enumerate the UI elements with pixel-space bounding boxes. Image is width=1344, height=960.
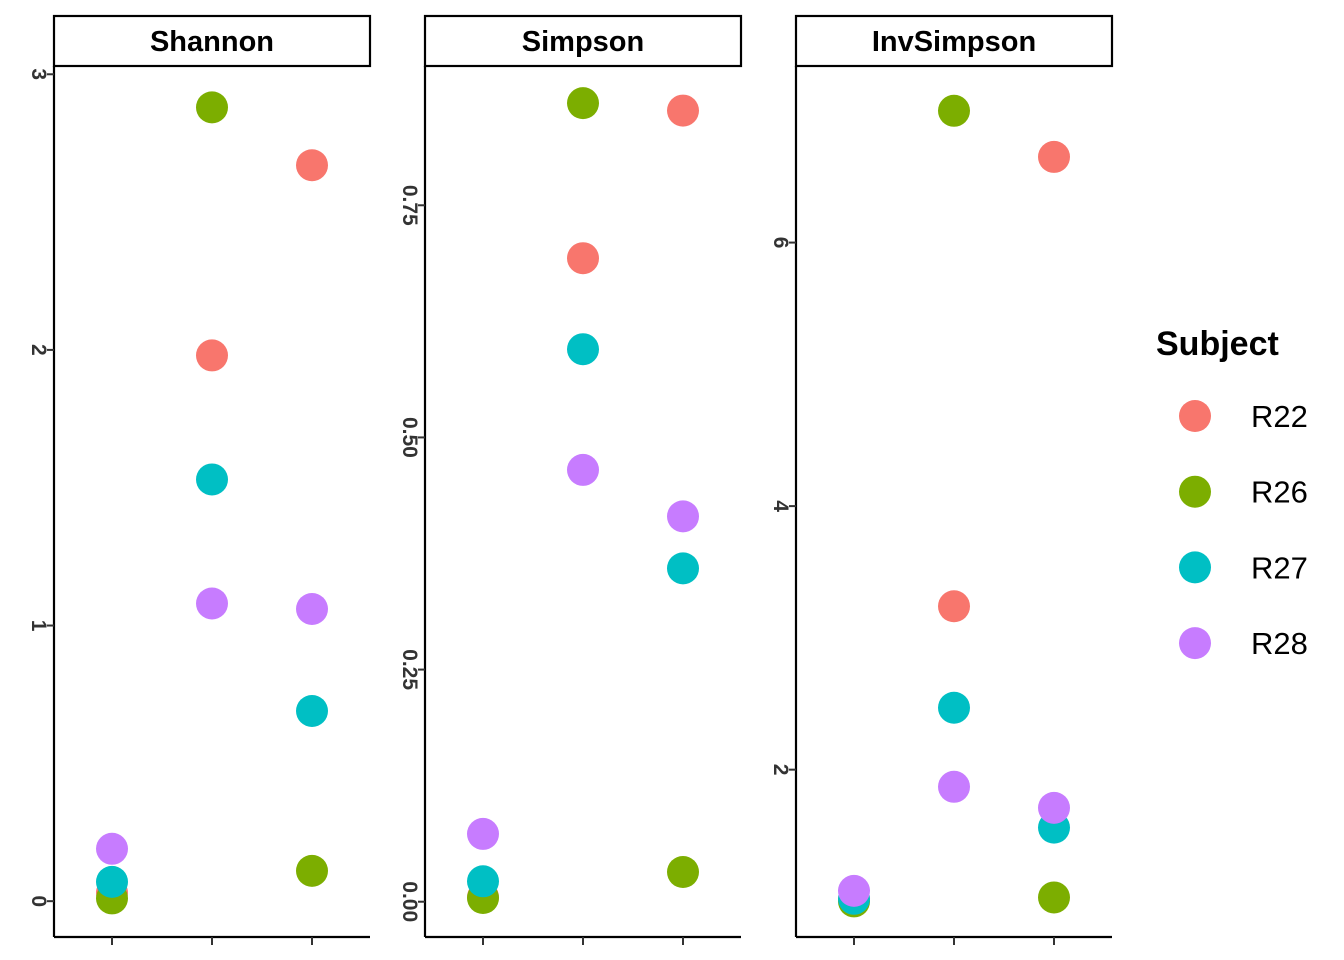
- point-invsimpson-r27-x2: [938, 691, 970, 724]
- point-shannon-r27-x2: [196, 463, 228, 496]
- point-shannon-r26-x2: [196, 91, 228, 124]
- point-invsimpson-r28-x1: [838, 874, 870, 907]
- point-simpson-r26-x3: [667, 856, 699, 888]
- legend-key-r28: [1179, 627, 1211, 660]
- point-simpson-r28-x2: [567, 453, 599, 486]
- y-tick-label-shannon-2: 2: [27, 344, 50, 356]
- point-shannon-r26-x3: [296, 854, 328, 887]
- strip-simpson: [423, 14, 743, 68]
- point-simpson-r22-x2: [567, 242, 599, 275]
- point-invsimpson-r26-x3: [1038, 881, 1070, 914]
- point-invsimpson-r22-x3: [1038, 140, 1070, 173]
- panel-shannon: Shannon 0 1 2 3: [27, 14, 372, 945]
- y-tick-label-shannon-1: 1: [27, 620, 50, 632]
- point-invsimpson-r22-x2: [938, 590, 970, 623]
- point-invsimpson-r26-x2: [938, 94, 970, 127]
- strip-label-invsimpson: InvSimpson: [872, 26, 1036, 58]
- y-tick-label-invsimpson-2: 6: [769, 237, 792, 249]
- strip-label-simpson: Simpson: [522, 26, 644, 58]
- point-shannon-r28-x3: [296, 592, 328, 625]
- point-shannon-r27-x1: [96, 865, 128, 898]
- legend-label-r28: R28: [1251, 626, 1308, 661]
- point-simpson-r27-x1: [467, 865, 499, 898]
- point-invsimpson-r28-x2: [938, 770, 970, 803]
- y-tick-label-invsimpson-1: 4: [769, 500, 792, 512]
- legend-label-r26: R26: [1251, 475, 1308, 510]
- point-shannon-r28-x1: [96, 832, 128, 865]
- point-simpson-r28-x1: [467, 817, 499, 850]
- strip-shannon: [52, 14, 372, 68]
- point-shannon-r22-x2: [196, 339, 228, 372]
- point-shannon-r28-x2: [196, 587, 228, 620]
- facet-panels: Shannon 0 1 2 3 Simpson 0.00 0.25 0.50 0.75 InvSim…: [27, 14, 1114, 945]
- point-simpson-r22-x3: [667, 94, 699, 127]
- y-tick-label-simpson-3: 0.75: [398, 185, 421, 226]
- point-simpson-r27-x2: [567, 333, 599, 366]
- legend-key-r22: [1179, 400, 1211, 432]
- legend-key-r26: [1179, 475, 1211, 508]
- y-tick-label-simpson-2: 0.50: [398, 417, 421, 458]
- legend-key-r27: [1179, 551, 1211, 584]
- strip-invsimpson: [794, 14, 1114, 68]
- panel-simpson: Simpson 0.00 0.25 0.50 0.75: [398, 14, 743, 945]
- point-simpson-r28-x3: [667, 500, 699, 533]
- legend-label-r27: R27: [1251, 550, 1308, 585]
- strip-label-shannon: Shannon: [150, 26, 274, 58]
- panel-invsimpson: InvSimpson 2 4 6: [769, 14, 1114, 945]
- y-tick-label-invsimpson-0: 2: [769, 764, 792, 776]
- point-simpson-r26-x2: [567, 87, 599, 120]
- point-shannon-r22-x3: [296, 149, 328, 182]
- point-invsimpson-r28-x3: [1038, 791, 1070, 824]
- legend-label-r22: R22: [1251, 399, 1308, 434]
- y-tick-label-shannon-3: 3: [27, 68, 50, 80]
- point-simpson-r27-x3: [667, 552, 699, 585]
- legend: Subject R22 R26 R27 R28: [1156, 325, 1308, 661]
- y-tick-label-simpson-1: 0.25: [398, 649, 421, 690]
- legend-title: Subject: [1156, 325, 1279, 363]
- y-tick-label-simpson-0: 0.00: [398, 881, 421, 922]
- y-tick-label-shannon-0: 0: [27, 895, 50, 907]
- point-shannon-r27-x3: [296, 694, 328, 727]
